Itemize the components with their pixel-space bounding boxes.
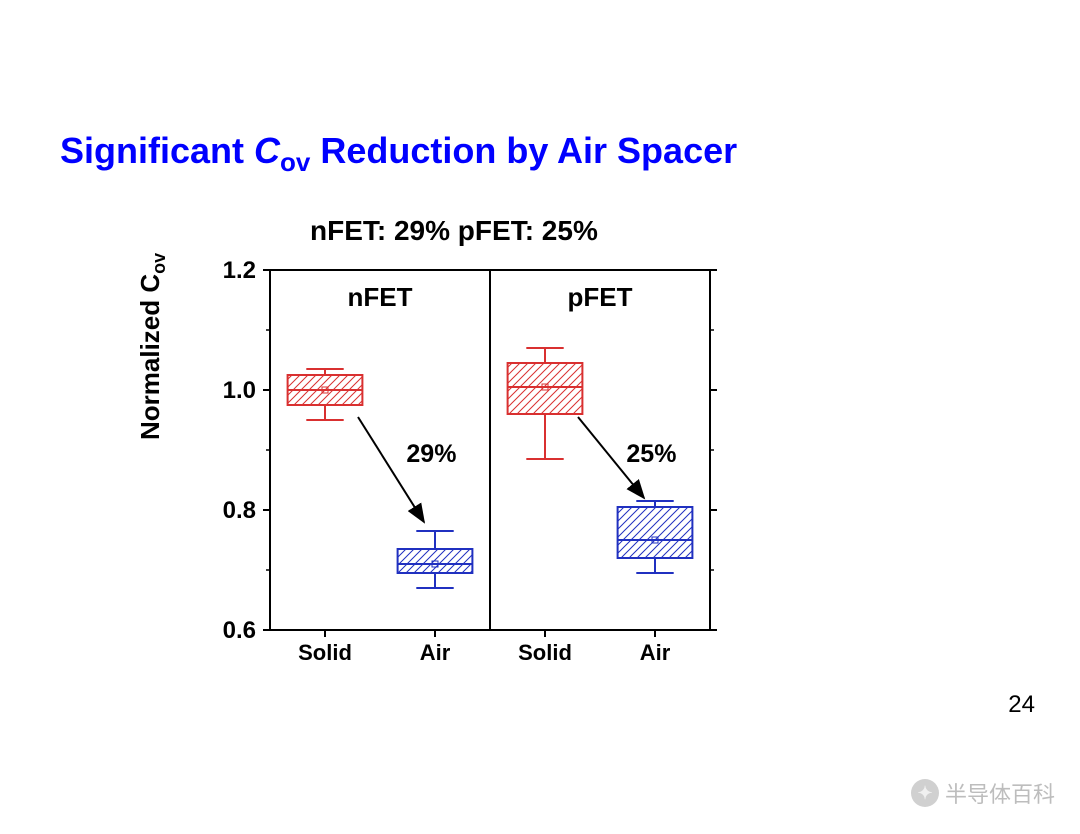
svg-text:Solid: Solid [518, 640, 572, 665]
watermark-text: 半导体百科 [945, 777, 1055, 809]
y-axis-label: Normalized Cov [135, 253, 170, 440]
svg-text:25%: 25% [626, 440, 676, 468]
svg-text:pFET: pFET [568, 282, 633, 312]
svg-text:1.0: 1.0 [223, 377, 256, 404]
title-suffix: Reduction by Air Spacer [310, 130, 737, 171]
svg-text:0.6: 0.6 [223, 617, 256, 644]
chart-subtitle: nFET: 29% pFET: 25% [310, 215, 598, 247]
slide-title: Significant Cov Reduction by Air Spacer [60, 130, 737, 178]
svg-text:Air: Air [640, 640, 671, 665]
svg-text:Solid: Solid [298, 640, 352, 665]
svg-text:29%: 29% [406, 440, 456, 468]
boxplot-chart: 0.6 0.8 1.0 1.2 Solid Air Solid Air nFET pFET 29% 2… [175, 260, 735, 680]
title-prefix: Significant [60, 130, 254, 171]
svg-text:0.8: 0.8 [223, 497, 256, 524]
page-number: 24 [1008, 691, 1035, 719]
watermark: ✦ 半导体百科 [911, 777, 1055, 809]
title-italic: C [254, 130, 280, 171]
svg-text:1.2: 1.2 [223, 260, 256, 284]
svg-text:nFET: nFET [348, 282, 413, 312]
chart-container: Normalized Cov 0.60.81.01.2SolidAirSolid… [175, 260, 735, 680]
title-sub: ov [280, 147, 310, 177]
wechat-icon: ✦ [911, 779, 939, 807]
svg-text:Air: Air [420, 640, 451, 665]
